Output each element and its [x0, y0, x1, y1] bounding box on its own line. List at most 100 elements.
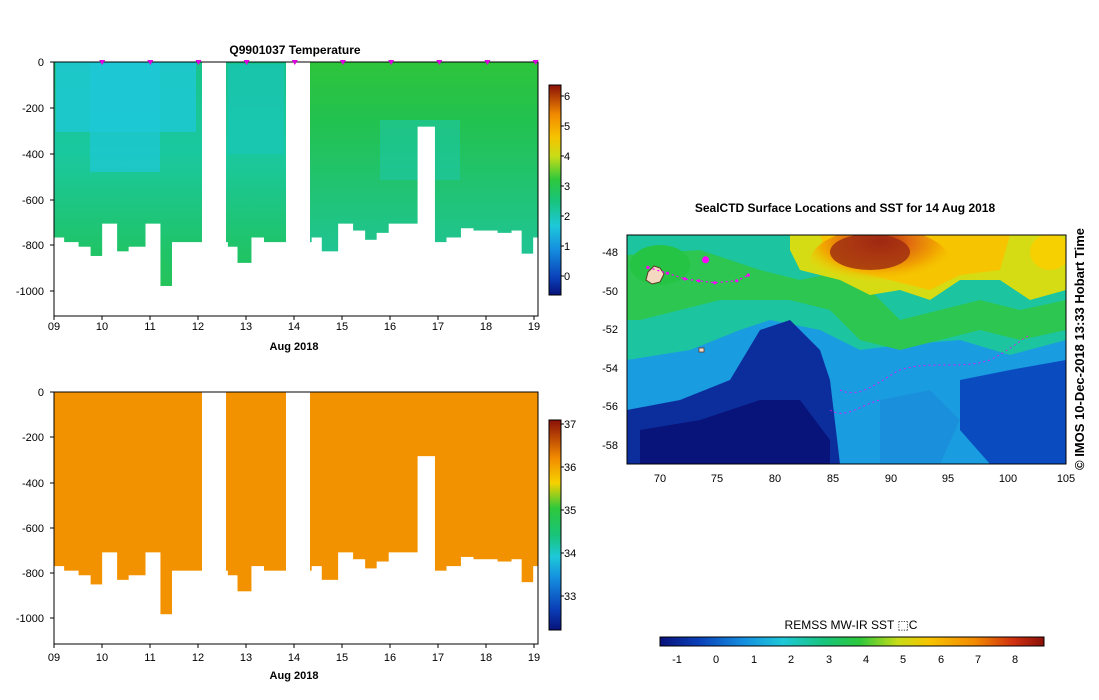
temperature-colorbar-tick: 1: [564, 241, 570, 253]
salinity-xtick: 09: [48, 652, 60, 664]
profile-bottom-mask: [321, 579, 339, 644]
profile-bottom-mask: [497, 561, 513, 644]
temperature-colorbar-tick: 2: [564, 211, 570, 223]
salinity-colorbar-tick: 33: [564, 591, 576, 603]
map-x-axis: 70 75 80 85 90 95 100 105: [654, 473, 1075, 485]
temperature-xtick: 14: [288, 321, 300, 333]
temperature-profile-bottoms: [54, 126, 538, 316]
salinity-colorbar-tick: 35: [564, 505, 576, 517]
sst-colorbar-tick: 3: [826, 654, 832, 666]
profile-bottom-mask: [511, 559, 522, 644]
sst-colorbar-tick: 6: [938, 654, 944, 666]
temperature-xtick: 15: [336, 321, 348, 333]
profile-bottom-mask: [460, 556, 474, 644]
profile-bottom-mask: [237, 591, 252, 644]
sst-field: [627, 235, 1066, 464]
sst-colorbar-tick: 4: [863, 654, 869, 666]
salinity-colorbar-tick: 37: [564, 419, 576, 431]
copyright-timestamp: © IMOS 10-Dec-2018 13:33 Hobart Time: [1072, 228, 1087, 470]
sst-colorbar: REMSS MW-IR SST ⬚C -1 0 1 2 3 4 5 6 7 8: [659, 618, 1045, 666]
map-frame: [626, 234, 1067, 465]
profile-bottom-mask: [102, 223, 118, 316]
salinity-xtick: 19: [528, 652, 540, 664]
temperature-ytick: -600: [22, 195, 44, 207]
salinity-xlabel: Aug 2018: [270, 670, 319, 682]
temperature-xtick: 13: [240, 321, 252, 333]
salinity-y-axis: 0 -200 -400 -600 -800 -1000: [16, 387, 54, 625]
salinity-xtick: 18: [480, 652, 492, 664]
temperature-ytick: -800: [22, 240, 44, 252]
salinity-xtick: 11: [144, 652, 155, 664]
salinity-xtick: 15: [336, 652, 348, 664]
salinity-field: [54, 392, 538, 644]
map-title: SealCTD Surface Locations and SST for 14…: [695, 201, 996, 215]
temperature-colorbar-tick: 4: [564, 151, 570, 163]
profile-bottom-mask: [63, 242, 79, 316]
salinity-ytick: -400: [22, 478, 44, 490]
profile-bottom-mask: [102, 552, 118, 644]
temperature-xtick: 17: [432, 321, 444, 333]
temperature-colorbar: 0 1 2 3 4 5 6: [548, 84, 570, 296]
temperature-xlabel: Aug 2018: [270, 341, 319, 353]
map-lon-tick: 100: [999, 473, 1017, 485]
profile-bottom-mask: [352, 559, 366, 644]
profile-bottom-mask: [237, 262, 252, 316]
salinity-ytick: -200: [22, 432, 44, 444]
map-lon-tick: 70: [654, 473, 666, 485]
track-point: [683, 277, 687, 281]
salinity-colorbar-tick: 36: [564, 462, 576, 474]
salinity-xtick: 14: [288, 652, 300, 664]
profile-bottom-mask: [417, 456, 435, 644]
track-point: [697, 279, 701, 283]
temperature-xtick: 19: [528, 321, 540, 333]
profile-bottom-mask: [145, 552, 161, 644]
profile-bottom-mask: [376, 561, 390, 644]
sst-colorbar-title: REMSS MW-IR SST ⬚C: [785, 618, 918, 632]
salinity-chart: 0 -200 -400 -600 -800 -1000 09 10 11 12 …: [16, 387, 576, 682]
profile-bottom-mask: [446, 566, 462, 644]
salinity-xtick: 16: [384, 652, 396, 664]
profile-bottom-mask: [251, 237, 264, 316]
salinity-colorbar-tick: 34: [564, 548, 576, 560]
salinity-xtick: 10: [96, 652, 108, 664]
profile-bottom-mask: [446, 237, 462, 316]
track-point: [713, 281, 717, 285]
profile-bottom-mask: [251, 566, 264, 644]
profile-bottom-mask: [54, 566, 65, 644]
temperature-xtick: 16: [384, 321, 396, 333]
map-lat-tick: -48: [602, 247, 618, 259]
profile-marker: [243, 60, 250, 65]
profile-bottom-mask: [364, 239, 378, 316]
temperature-colorbar-tick: 6: [564, 91, 570, 103]
profile-bottom-mask: [533, 566, 538, 644]
map-lat-tick: -56: [602, 401, 618, 413]
salinity-ytick: 0: [38, 387, 44, 399]
profile-bottom-mask: [78, 575, 91, 644]
salinity-xtick: 12: [192, 652, 204, 664]
profile-bottom-mask: [388, 552, 419, 644]
profile-marker: [484, 60, 491, 65]
temperature-x-axis: 09 10 11 12 13 14 15 16 17 18 19 Aug 201…: [48, 316, 540, 353]
temperature-field: [54, 62, 538, 316]
profile-marker: [147, 60, 154, 65]
profile-bottom-mask: [54, 237, 65, 316]
profile-bottom-mask: [497, 232, 513, 316]
profile-bottom-mask: [159, 285, 173, 316]
profile-bottom-mask: [364, 568, 378, 644]
salinity-plot-frame: [53, 391, 539, 645]
temperature-title: Q9901037 Temperature: [229, 43, 361, 57]
map-lon-tick: 85: [827, 473, 839, 485]
sst-map: SealCTD Surface Locations and SST for 14…: [602, 201, 1087, 666]
map-y-axis: -48 -50 -52 -54 -56 -58: [602, 247, 618, 452]
profile-bottom-mask: [116, 579, 130, 644]
profile-marker: [436, 60, 443, 65]
profile-bottom-mask: [352, 230, 366, 316]
temperature-y-axis: 0 -200 -400 -600 -800 -1000: [16, 57, 54, 298]
temperature-ytick: -200: [22, 103, 44, 115]
salinity-ytick: -800: [22, 568, 44, 580]
latest-position-marker: [702, 256, 710, 264]
profile-bottom-mask: [159, 614, 173, 644]
profile-bottom-mask: [388, 223, 419, 316]
temperature-chart: Q9901037 Temperature 0 -200 -400 -600 -8…: [16, 43, 570, 353]
